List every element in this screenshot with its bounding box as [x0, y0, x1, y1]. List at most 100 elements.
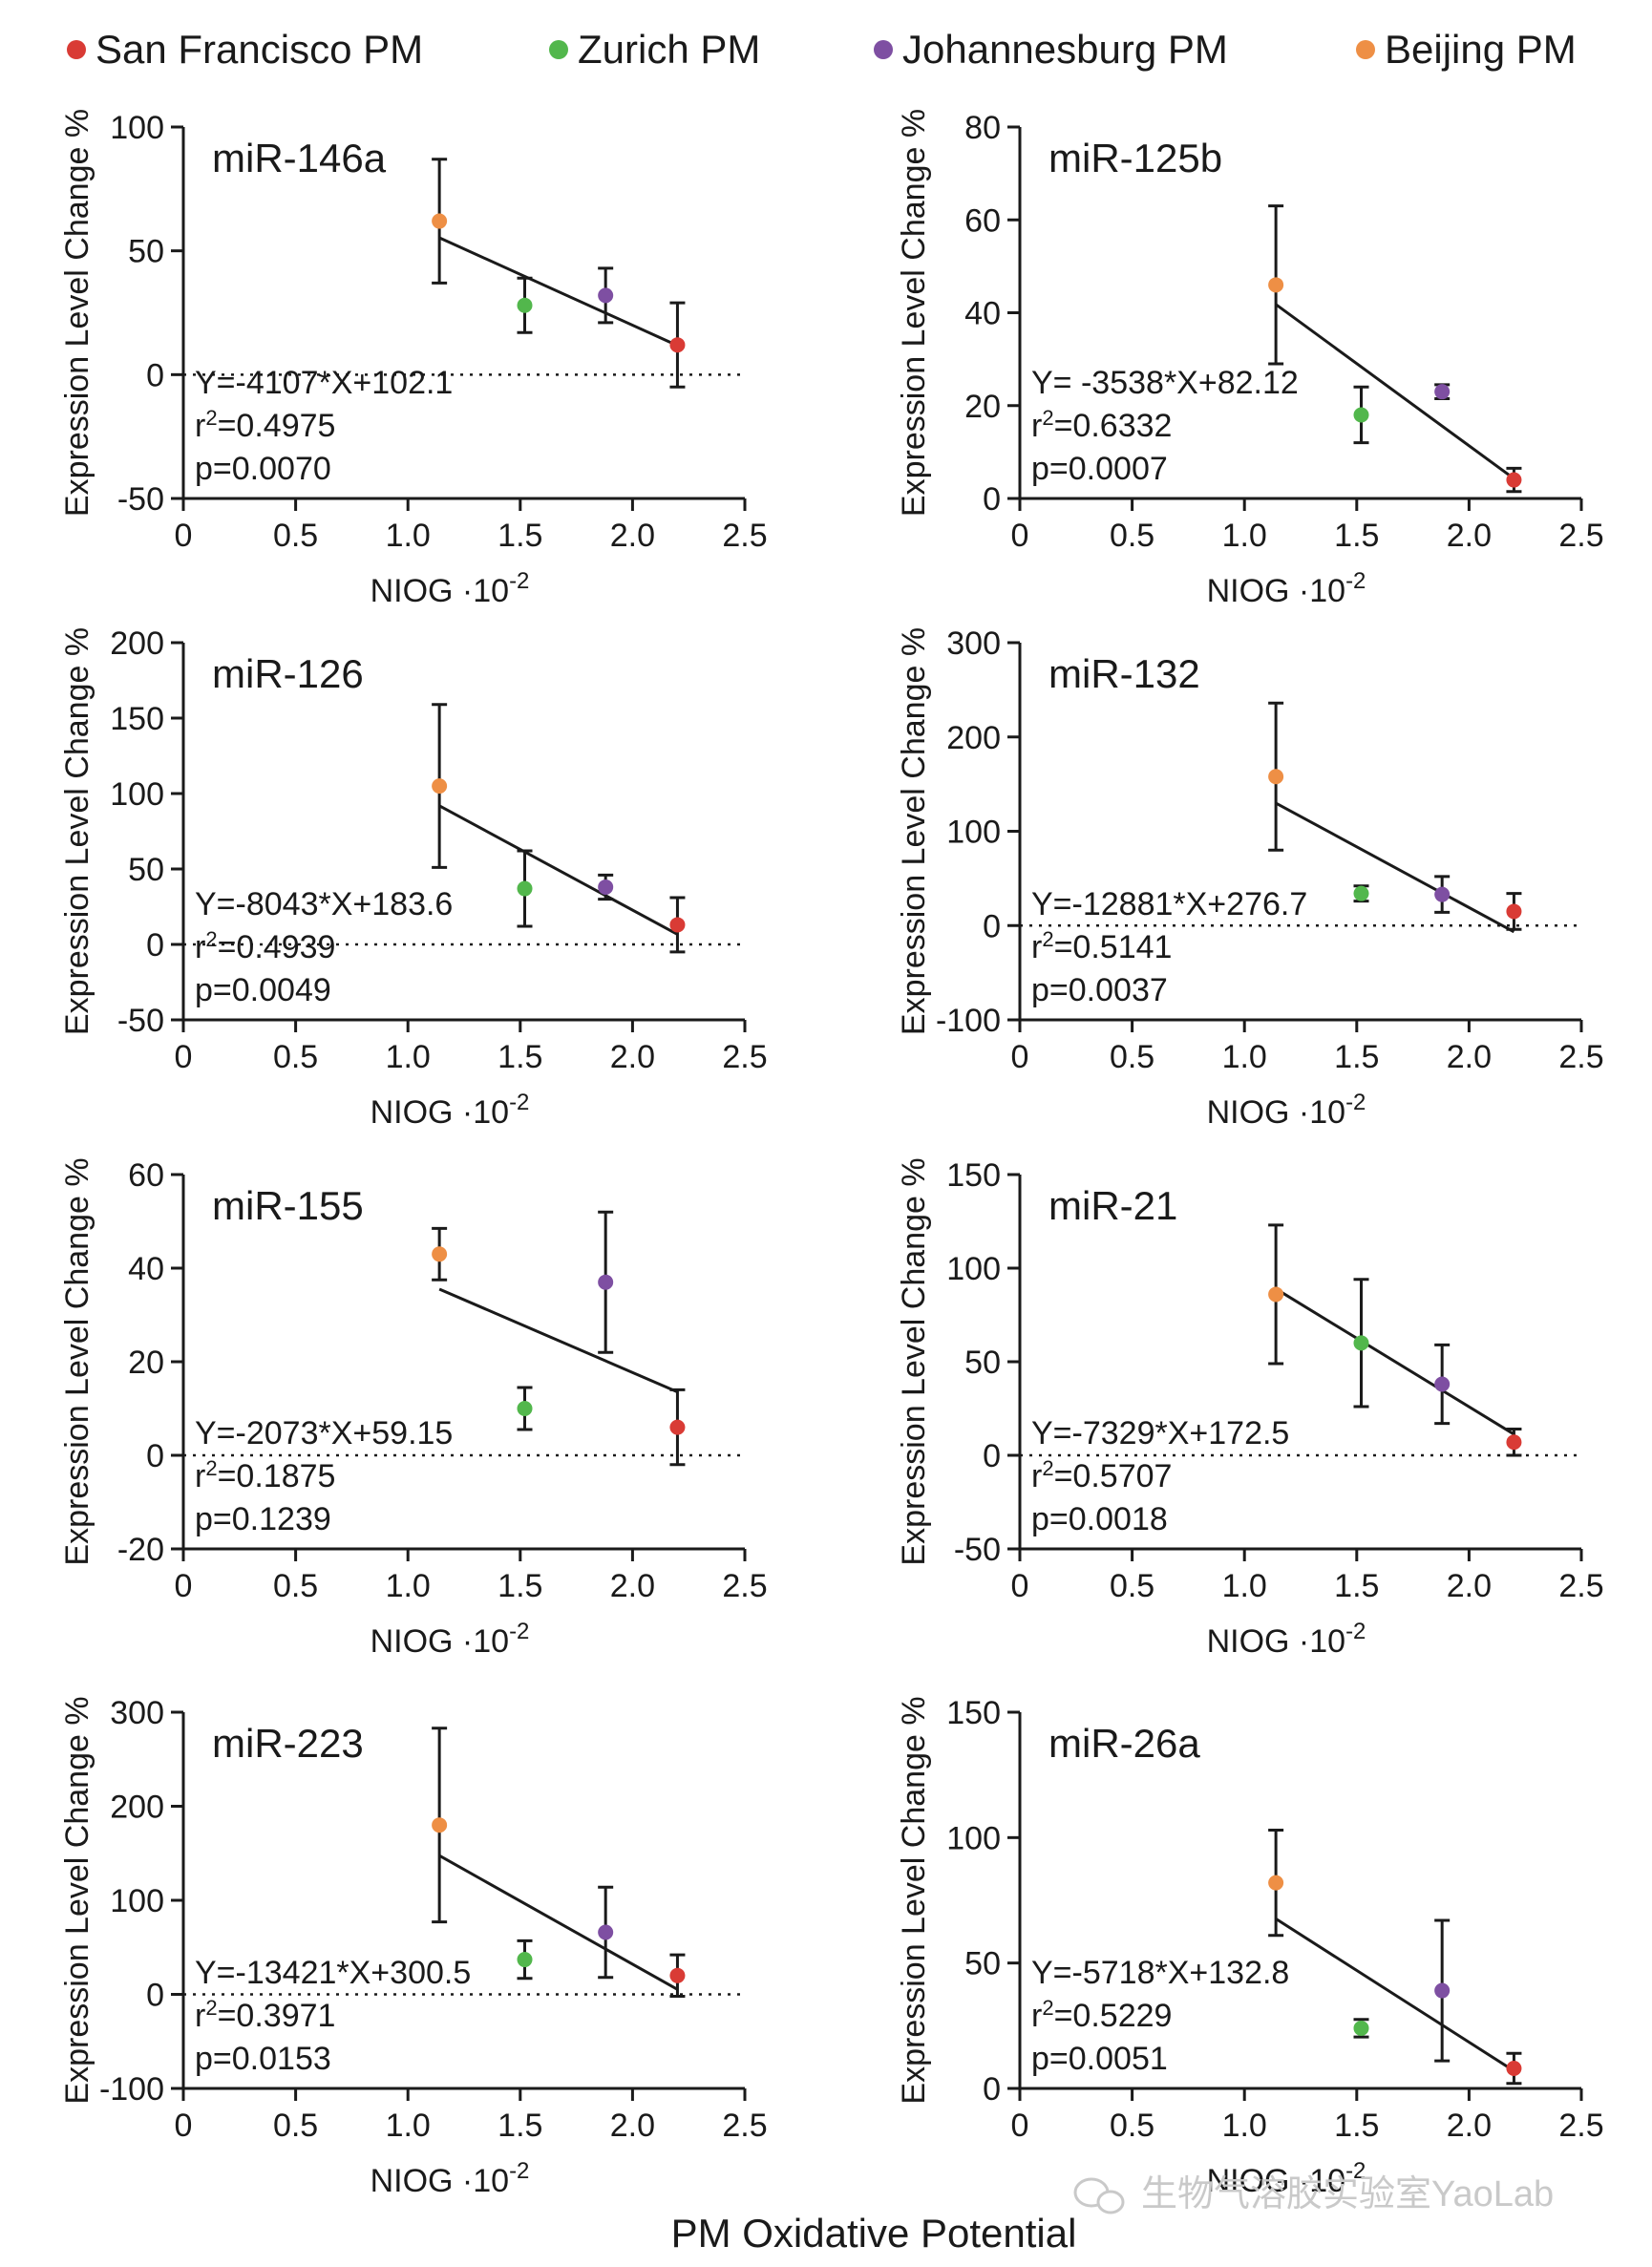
p-value: p=0.0153: [195, 2041, 331, 2077]
legend-marker-zurich: [549, 40, 568, 59]
marker-zurich: [1353, 407, 1369, 423]
y-tick-label: 100: [110, 1883, 164, 1919]
x-tick-label: 1.0: [386, 518, 431, 554]
data-point-san_francisco: [669, 896, 686, 954]
p-value: p=0.0049: [195, 972, 331, 1008]
data-point-beijing: [1268, 1828, 1284, 1938]
x-tick-label: 0.5: [273, 1039, 318, 1075]
x-axis-label: NIOG ·10-2: [371, 2158, 530, 2199]
chart-panel-mir-155: -20 0 20 40 60 0 0.5 1.0 1.5 2.0 2.5 miR-155 Express…: [59, 1157, 768, 1660]
y-tick-label: 0: [146, 1438, 164, 1474]
marker-beijing: [432, 1246, 448, 1262]
x-tick-label: 0: [1011, 1039, 1029, 1075]
panel-title: miR-21: [1048, 1183, 1177, 1228]
y-axis-label: Expression Level Change %: [896, 1696, 932, 2104]
r-squared: r2=0.5229: [1031, 1996, 1172, 2034]
data-point-zurich: [517, 1939, 533, 1981]
p-value: p=0.0037: [1031, 972, 1168, 1008]
x-axis-label: NIOG ·10-2: [371, 1619, 530, 1660]
data-point-beijing: [1268, 1223, 1284, 1366]
legend-marker-beijing: [1356, 40, 1375, 59]
regression-line: [438, 1287, 679, 1394]
chart-panel-mir-146a: -50 0 50 100 0 0.5 1.0 1.5 2.0 2.5 miR-146a Express…: [59, 109, 768, 609]
y-tick-label: 50: [128, 852, 164, 888]
marker-beijing: [1268, 1286, 1284, 1303]
x-axis-label: NIOG ·10-2: [371, 568, 530, 609]
data-point-san_francisco: [1506, 1428, 1522, 1457]
data-point-johannesburg: [598, 266, 614, 325]
x-axis-label: NIOG ·10-2: [371, 1090, 530, 1131]
legend: San Francisco PM Zurich PM Johannesburg PM…: [67, 27, 1577, 72]
regression-equation: Y=-12881*X+276.7: [1031, 886, 1307, 922]
y-tick-label: 50: [964, 1946, 1001, 1982]
x-tick-label: 1.0: [1222, 2108, 1267, 2144]
y-tick-label: 0: [983, 2071, 1001, 2108]
panel-title: miR-126: [212, 651, 364, 696]
marker-san_francisco: [669, 917, 686, 933]
data-point-beijing: [1268, 701, 1284, 852]
y-tick-label: 0: [983, 481, 1001, 518]
y-tick-label: -50: [117, 1003, 164, 1039]
data-point-san_francisco: [669, 1388, 686, 1467]
y-axis-label: Expression Level Change %: [896, 109, 932, 517]
x-tick-label: 2.0: [610, 1568, 655, 1604]
marker-beijing: [432, 778, 448, 795]
x-tick-label: 1.5: [498, 518, 542, 554]
r-squared: r2=0.4939: [195, 927, 335, 965]
data-point-beijing: [432, 1226, 448, 1282]
p-value: p=0.1239: [195, 1501, 331, 1537]
wechat-icon: [1073, 2177, 1125, 2214]
x-tick-label: 1.5: [1334, 2108, 1379, 2144]
x-axis-label: NIOG ·10-2: [1207, 1619, 1366, 1660]
marker-zurich: [1353, 1335, 1369, 1351]
regression-line: [438, 1854, 679, 1991]
x-tick-label: 1.0: [1222, 518, 1267, 554]
p-value: p=0.0007: [1031, 451, 1168, 487]
marker-beijing: [432, 213, 448, 229]
data-point-zurich: [517, 276, 533, 334]
y-tick-label: 60: [128, 1157, 164, 1194]
marker-san_francisco: [669, 1967, 686, 1983]
y-tick-label: 300: [946, 625, 1001, 662]
x-tick-label: 0: [175, 1568, 193, 1604]
x-tick-label: 1.5: [1334, 518, 1379, 554]
marker-johannesburg: [1434, 886, 1451, 902]
x-tick-label: 2.5: [722, 518, 767, 554]
data-point-zurich: [517, 1386, 533, 1431]
r-squared: r2=0.4975: [195, 406, 335, 444]
regression-line: [438, 804, 679, 936]
y-tick-label: 0: [983, 908, 1001, 944]
legend-item-san_francisco: San Francisco PM: [67, 27, 423, 72]
y-tick-label: 20: [128, 1345, 164, 1381]
x-tick-label: 2.5: [722, 1568, 767, 1604]
regression-equation: Y=-8043*X+183.6: [195, 886, 453, 922]
data-point-beijing: [1268, 204, 1284, 366]
y-tick-label: 40: [964, 296, 1001, 332]
p-value: p=0.0070: [195, 451, 331, 487]
r-squared: r2=0.3971: [195, 1996, 335, 2034]
y-tick-label: -50: [117, 481, 164, 518]
x-tick-label: 0: [175, 518, 193, 554]
regression-equation: Y=-5718*X+132.8: [1031, 1955, 1289, 1991]
marker-beijing: [432, 1817, 448, 1833]
panel-title: miR-223: [212, 1721, 364, 1766]
x-tick-label: 2.0: [610, 2108, 655, 2144]
x-tick-label: 0: [1011, 518, 1029, 554]
chart-panels: -50 0 50 100 0 0.5 1.0 1.5 2.0 2.5 miR-146a Express…: [59, 109, 1604, 2199]
x-tick-label: 2.0: [610, 1039, 655, 1075]
y-tick-label: 50: [128, 234, 164, 270]
x-tick-label: 0.5: [273, 1568, 318, 1604]
data-point-johannesburg: [598, 873, 614, 901]
legend-item-beijing: Beijing PM: [1356, 27, 1577, 72]
x-tick-label: 1.5: [498, 2108, 542, 2144]
y-tick-label: 0: [146, 927, 164, 964]
data-point-zurich: [1353, 2018, 1369, 2039]
x-tick-label: 2.5: [1558, 1039, 1603, 1075]
marker-johannesburg: [1434, 1982, 1451, 1999]
x-tick-label: 1.5: [1334, 1568, 1379, 1604]
p-value: p=0.0051: [1031, 2041, 1168, 2077]
marker-johannesburg: [598, 879, 614, 895]
r-squared: r2=0.1875: [195, 1456, 335, 1494]
marker-zurich: [517, 297, 533, 313]
y-tick-label: 0: [146, 357, 164, 393]
